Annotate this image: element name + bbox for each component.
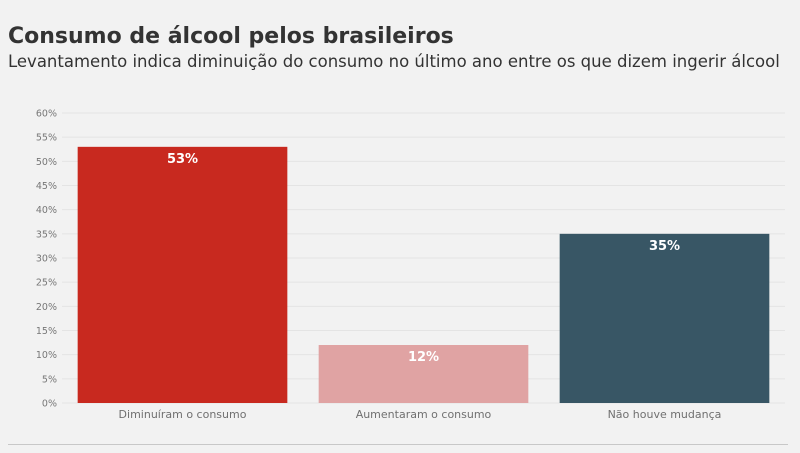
bar-value-label: 53% xyxy=(167,152,198,167)
y-tick-label: 40% xyxy=(36,205,57,216)
y-axis-ticks: 0% 5% 10% 15% 20% 25% 30% 35% 40% 45% 50% 55% 60% xyxy=(36,109,57,410)
y-tick-label: 15% xyxy=(36,326,57,337)
y-tick-label: 0% xyxy=(42,399,57,410)
bar xyxy=(559,233,770,403)
chart-subtitle: Levantamento indica diminuição do consum… xyxy=(8,52,780,71)
bars: 53% 12% 35% xyxy=(77,146,770,404)
bar xyxy=(318,345,529,403)
y-tick-label: 35% xyxy=(36,229,57,240)
bottom-divider xyxy=(8,444,788,445)
y-tick-label: 50% xyxy=(36,157,57,168)
bar-value-label: 12% xyxy=(408,350,439,365)
x-tick-label: Diminuíram o consumo xyxy=(119,408,247,421)
x-tick-label: Não houve mudança xyxy=(608,408,722,421)
y-tick-label: 45% xyxy=(36,181,57,192)
bar xyxy=(77,146,288,404)
y-tick-label: 30% xyxy=(36,254,57,265)
y-tick-label: 25% xyxy=(36,278,57,289)
x-axis-ticks: Diminuíram o consumo Aumentaram o consumo… xyxy=(119,408,722,421)
bar-value-label: 35% xyxy=(649,239,680,254)
chart-title: Consumo de álcool pelos brasileiros xyxy=(8,24,454,49)
y-tick-label: 20% xyxy=(36,302,57,313)
y-tick-label: 10% xyxy=(36,350,57,361)
y-tick-label: 55% xyxy=(36,133,57,144)
y-tick-label: 5% xyxy=(42,374,57,385)
y-tick-label: 60% xyxy=(36,109,57,120)
x-tick-label: Aumentaram o consumo xyxy=(356,408,492,421)
